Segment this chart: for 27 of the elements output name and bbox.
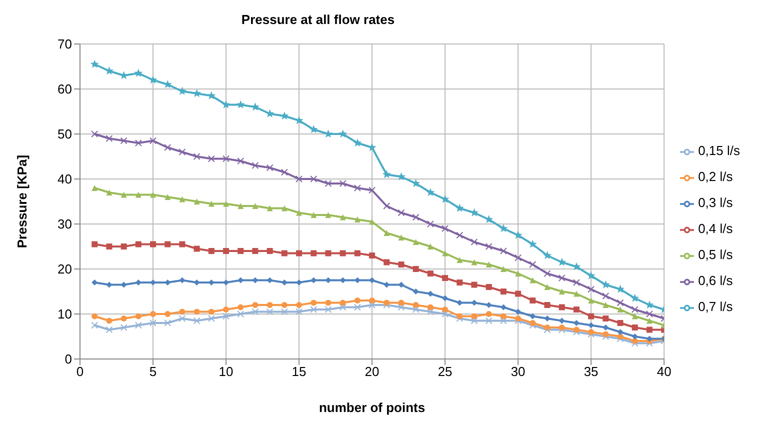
x-tick-label: 10 [218,364,234,380]
x-tick-label: 30 [510,364,526,380]
y-tick-label: 30 [58,216,72,232]
legend-label: 0,5 l/s [698,247,733,262]
legend-label: 0,7 l/s [698,299,733,314]
x-tick-label: 35 [584,364,598,380]
y-tick-label: 50 [58,126,72,142]
y-tick-label: 60 [58,82,72,97]
x-tick-label: 25 [438,364,452,380]
x-tick-label: 40 [656,364,672,380]
y-tick-label: 70 [58,36,72,52]
y-tick-label: 10 [58,306,72,322]
y-tick-label: 0 [64,352,72,367]
legend-label: 0,4 l/s [698,221,733,236]
x-axis-title: number of points [318,400,426,415]
chart-title: Pressure at all flow rates [240,11,396,29]
x-tick-label: 5 [149,364,157,380]
legend-label: 0,15 l/s [698,143,740,158]
x-tick-label: 0 [76,364,84,380]
y-tick-label: 20 [58,262,72,277]
legend-label: 0,6 l/s [698,273,733,288]
x-tick-label: 15 [292,364,306,380]
legend-label: 0,2 l/s [698,169,733,184]
y-axis-title: Pressure [KPa] [14,154,30,248]
y-tick-label: 40 [58,172,72,187]
legend-label: 0,3 l/s [698,195,733,210]
x-tick-label: 20 [364,364,380,380]
